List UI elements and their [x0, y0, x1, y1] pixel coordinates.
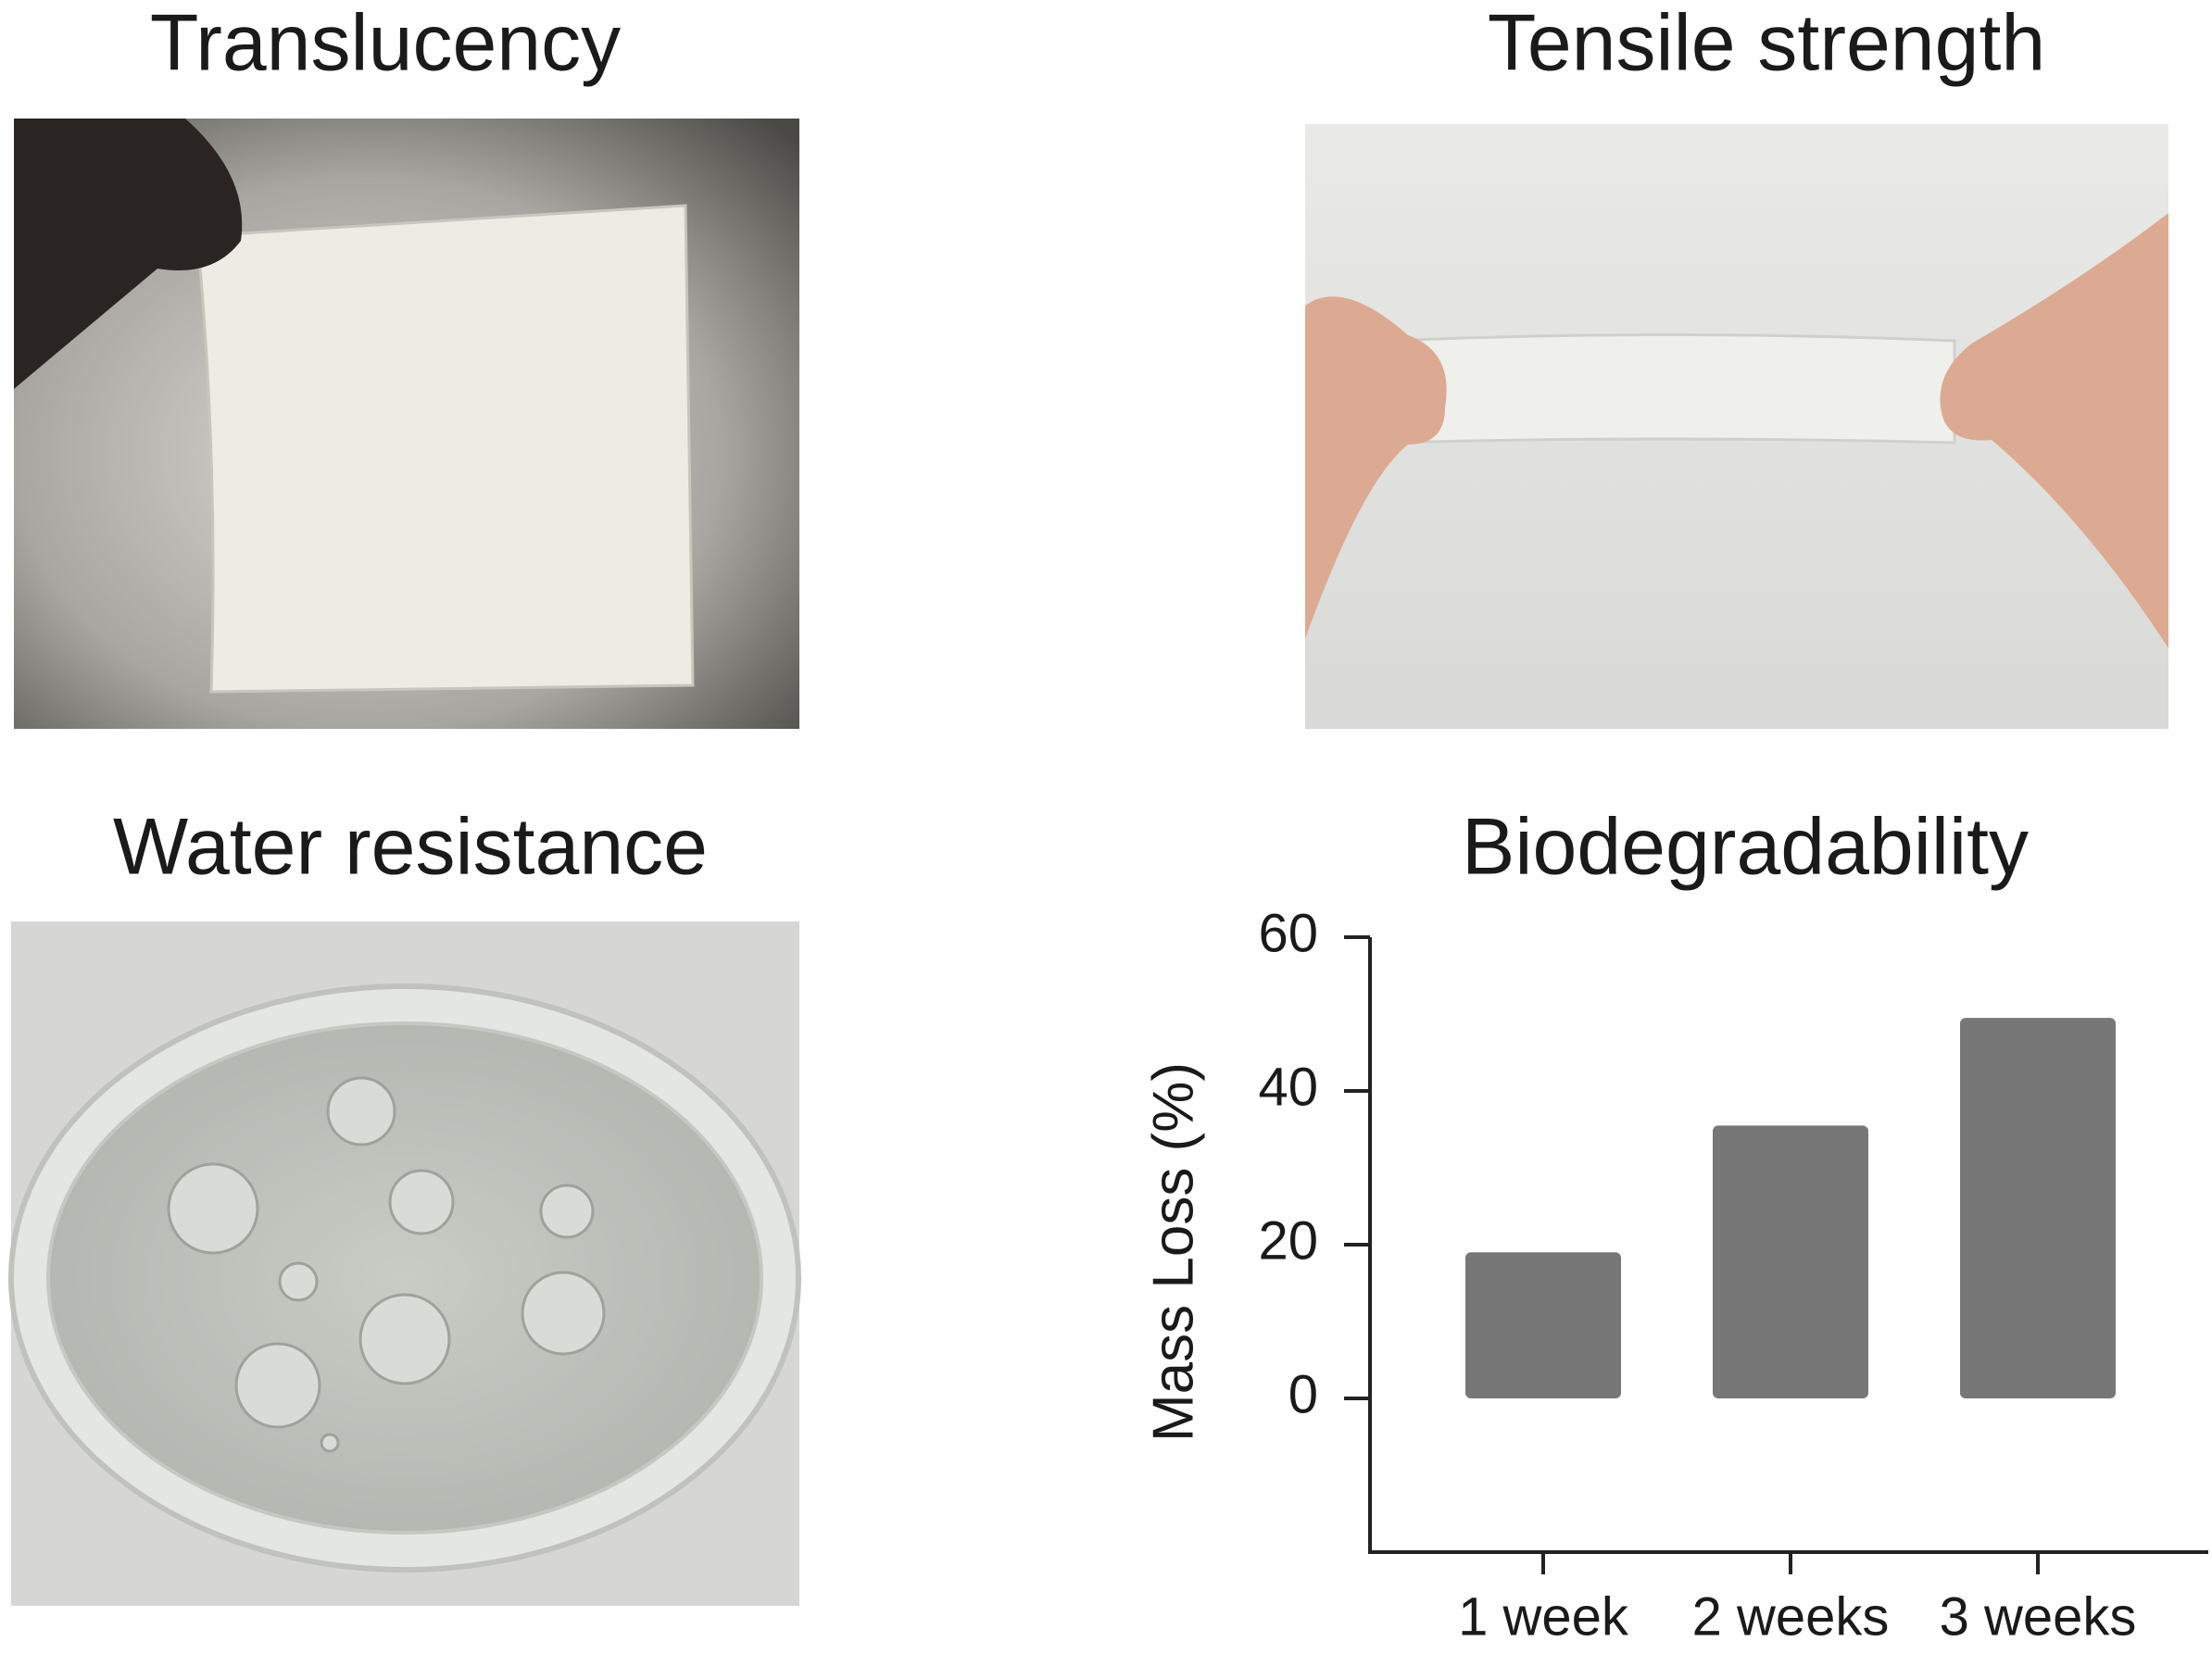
y-tick-label: 0: [1288, 1364, 1318, 1424]
photo-water: [8, 921, 801, 1606]
panel-title: Translucency: [150, 0, 621, 88]
y-tick-label: 40: [1258, 1057, 1318, 1117]
x-tick-label: 3 weeks: [1940, 1586, 2137, 1647]
photo-tensile: [1305, 124, 2168, 729]
bar: [1960, 1018, 2116, 1398]
panel-title: Tensile strength: [1488, 0, 2045, 88]
bar: [1465, 1252, 1621, 1398]
photo-translucency: [14, 119, 799, 729]
chart-title: Biodegradability: [1462, 803, 2029, 892]
y-tick-label: 60: [1258, 903, 1318, 963]
x-tick-label: 1 week: [1458, 1586, 1629, 1647]
y-axis-label: Mass Loss (%): [1141, 1062, 1205, 1442]
x-tick-label: 2 weeks: [1692, 1586, 1890, 1647]
panel-title: Water resistance: [113, 803, 708, 892]
y-tick-label: 20: [1258, 1210, 1318, 1271]
bar: [1713, 1125, 1868, 1398]
